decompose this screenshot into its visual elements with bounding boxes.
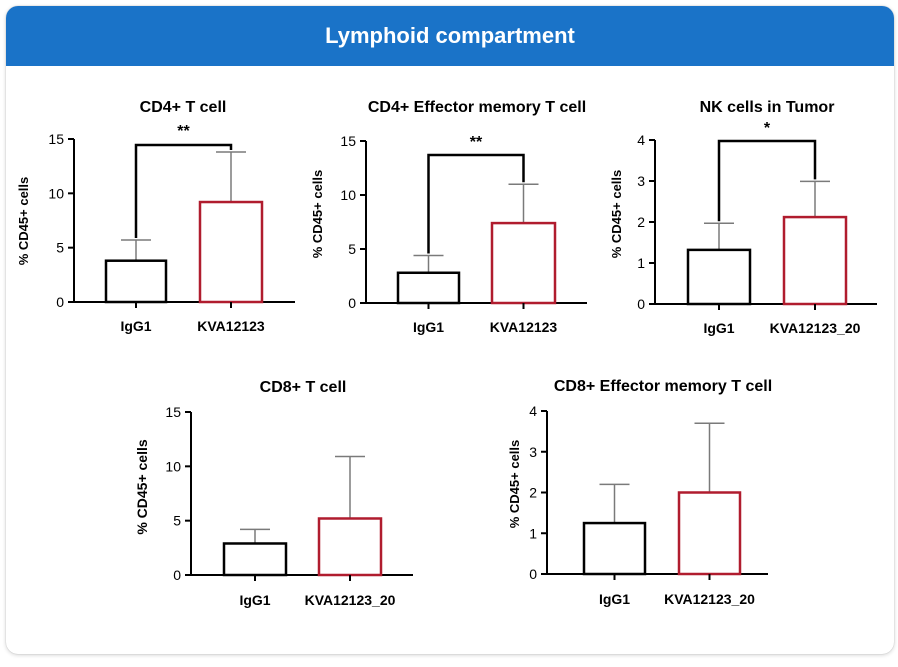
bar-control xyxy=(396,271,461,305)
y-axis-label: % CD45+ cells xyxy=(507,440,522,529)
y-tick-label: 10 xyxy=(340,187,356,203)
chart-title: CD4+ T cell xyxy=(140,99,227,116)
chart-4: CD8+ T cell % CD45+ cells 0 5 10 15 IgG1 KVA121… xyxy=(134,379,413,608)
chart-title: NK cells in Tumor xyxy=(700,99,835,116)
y-tick-label: 0 xyxy=(348,295,356,311)
y-tick-label: 0 xyxy=(637,296,645,312)
y-tick-label: 1 xyxy=(529,525,537,541)
y-tick-label: 10 xyxy=(165,458,181,474)
bar-treated xyxy=(782,215,848,306)
y-axis-label: % CD45+ cells xyxy=(16,177,31,266)
category-label: KVA12123_20 xyxy=(305,592,396,608)
significance-label: ** xyxy=(470,134,483,151)
bar-control xyxy=(104,259,168,304)
bar-treated xyxy=(198,200,264,304)
y-tick-label: 3 xyxy=(529,444,537,460)
chart-title: CD8+ T cell xyxy=(260,379,347,396)
y-tick-label: 0 xyxy=(173,567,181,583)
bar-treated xyxy=(490,221,557,305)
y-tick-label: 5 xyxy=(56,240,64,256)
chart-title: CD4+ Effector memory T cell xyxy=(368,99,586,116)
bar-treated xyxy=(317,517,383,577)
y-tick-label: 5 xyxy=(173,513,181,529)
bar-control xyxy=(222,542,288,577)
header-title: Lymphoid compartment xyxy=(325,23,575,48)
significance-bracket xyxy=(134,143,233,239)
significance-label: * xyxy=(764,120,771,137)
category-label: KVA12123 xyxy=(197,318,265,334)
y-tick-label: 1 xyxy=(637,255,645,271)
category-label: IgG1 xyxy=(599,591,630,607)
y-tick-label: 2 xyxy=(529,485,537,501)
bar-control xyxy=(686,248,752,306)
y-tick-label: 0 xyxy=(56,294,64,310)
chart-5: CD8+ Effector memory T cell % CD45+ cells… xyxy=(507,378,772,607)
bar-treated xyxy=(677,491,742,576)
y-axis-label: % CD45+ cells xyxy=(134,439,150,535)
category-label: KVA12123_20 xyxy=(770,320,861,336)
y-tick-label: 15 xyxy=(340,133,356,149)
significance-label: ** xyxy=(177,123,190,140)
y-tick-label: 15 xyxy=(165,404,181,420)
category-label: IgG1 xyxy=(703,320,734,336)
category-label: IgG1 xyxy=(239,592,270,608)
figure-header: Lymphoid compartment xyxy=(6,6,894,66)
y-tick-label: 10 xyxy=(48,185,64,201)
y-axis-label: % CD45+ cells xyxy=(310,170,325,259)
y-tick-label: 0 xyxy=(529,566,537,582)
category-label: KVA12123_20 xyxy=(664,591,755,607)
y-tick-label: 2 xyxy=(637,214,645,230)
y-tick-label: 5 xyxy=(348,241,356,257)
chart-3: NK cells in Tumor % CD45+ cells 0 1 2 3 4 IgG1 K… xyxy=(609,99,877,336)
figure-card: Lymphoid compartment xyxy=(6,6,894,654)
chart-1: CD4+ T cell % CD45+ cells 0 5 10 15 IgG1 KVA121… xyxy=(16,99,295,334)
chart-title: CD8+ Effector memory T cell xyxy=(554,378,772,395)
category-label: KVA12123 xyxy=(490,319,558,335)
significance-bracket xyxy=(717,139,817,222)
bar-control xyxy=(582,521,647,576)
y-tick-label: 4 xyxy=(637,132,645,148)
significance-bracket xyxy=(427,153,525,254)
y-tick-label: 15 xyxy=(48,131,64,147)
category-label: IgG1 xyxy=(120,318,151,334)
y-tick-label: 3 xyxy=(637,173,645,189)
y-tick-label: 4 xyxy=(529,403,537,419)
chart-2: CD4+ Effector memory T cell % CD45+ cells… xyxy=(310,99,587,335)
y-axis-label: % CD45+ cells xyxy=(609,170,624,259)
category-label: IgG1 xyxy=(413,319,444,335)
